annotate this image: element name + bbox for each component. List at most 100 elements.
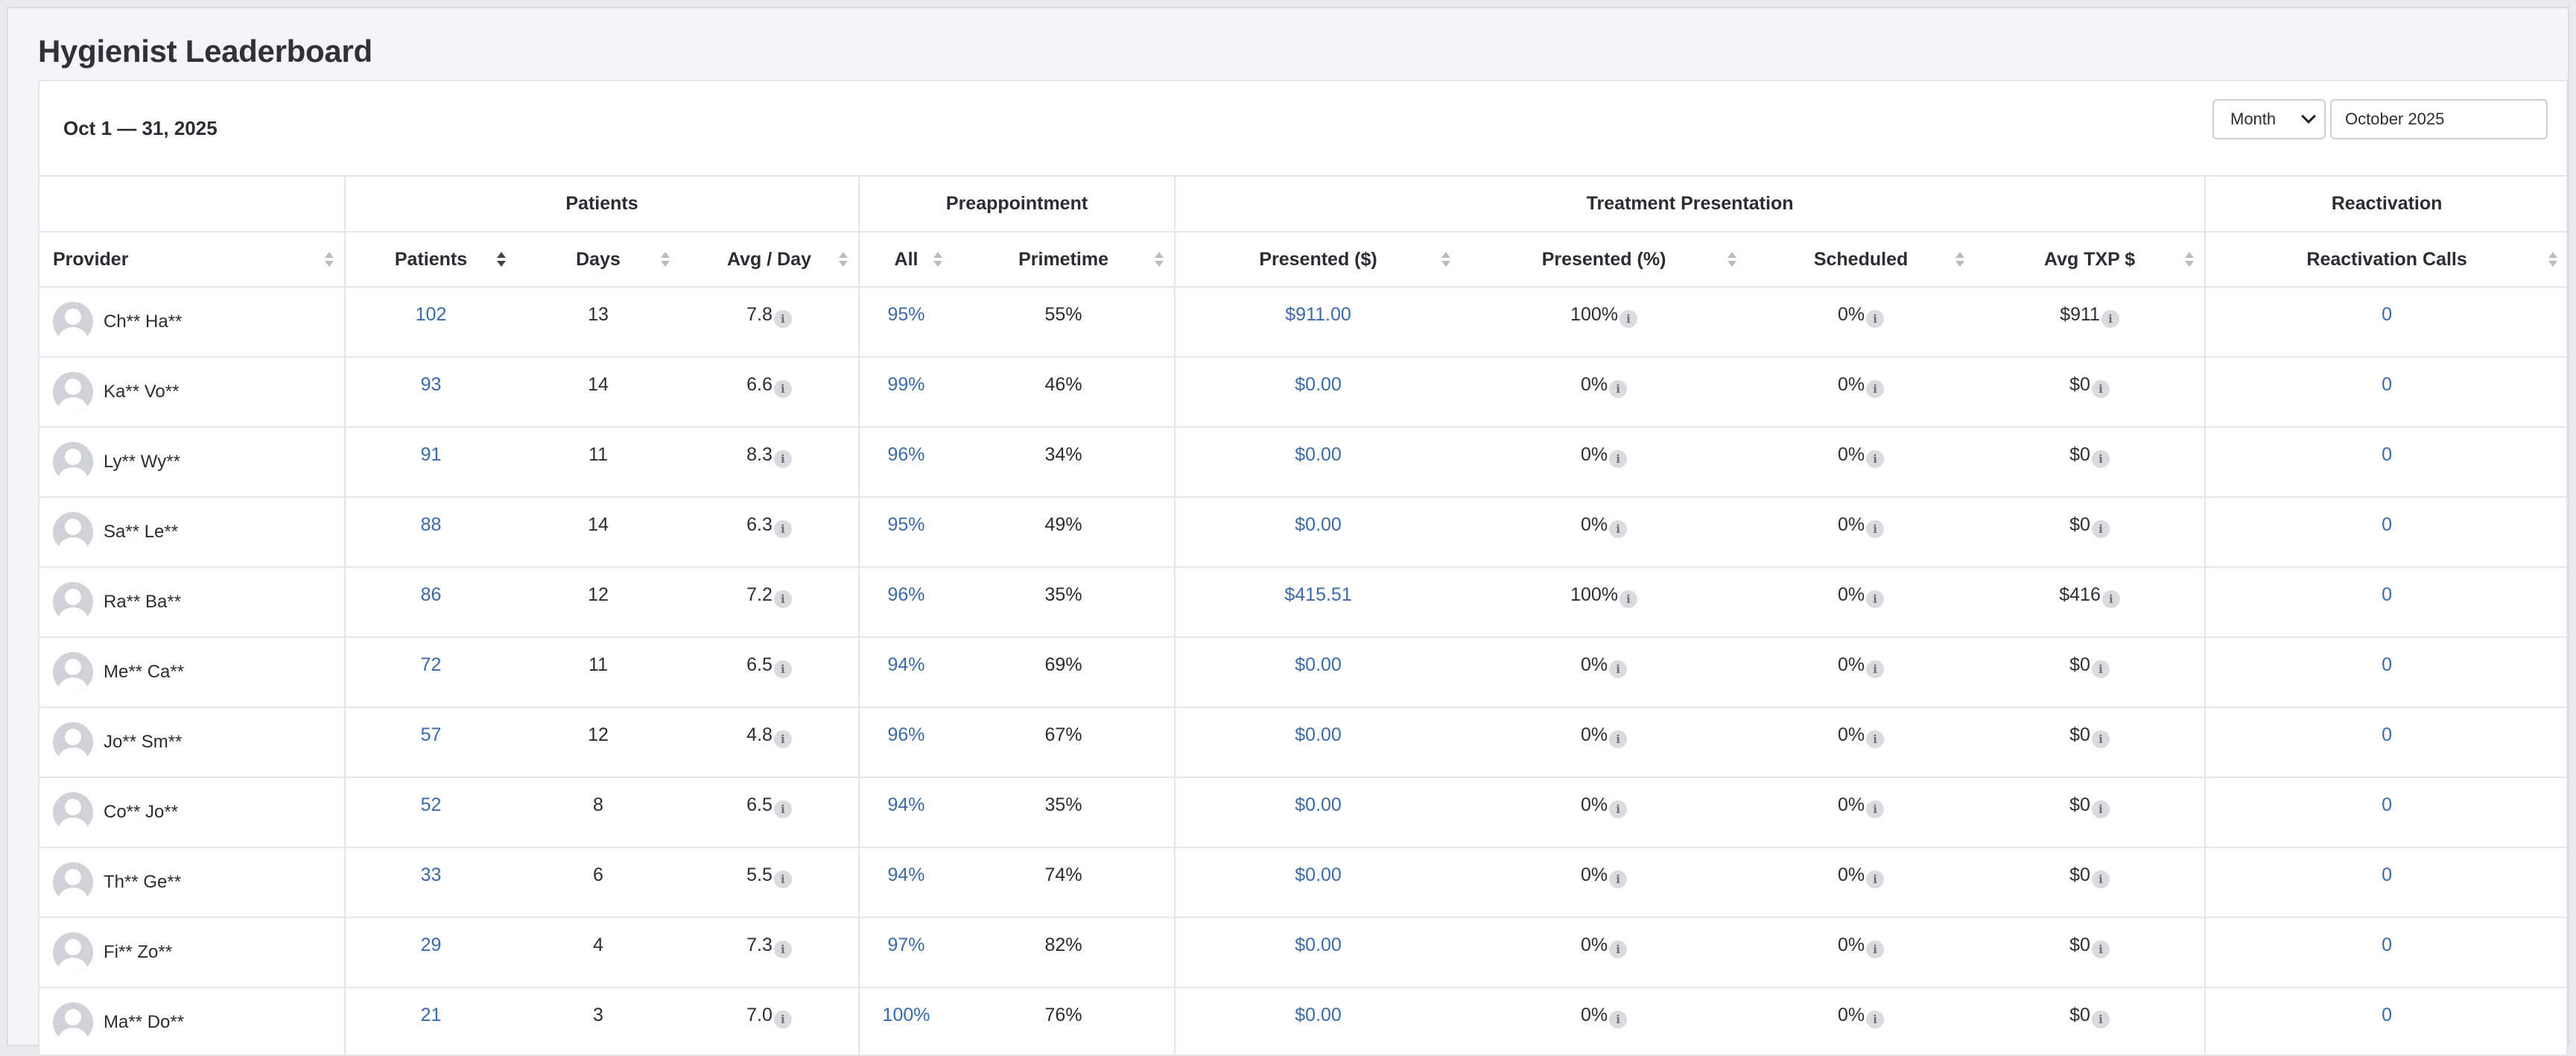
patients-link[interactable]: 72 <box>420 654 442 675</box>
patients-link[interactable]: 86 <box>420 584 442 605</box>
info-icon[interactable]: i <box>773 870 792 888</box>
preappt-all-link[interactable]: 96% <box>887 724 925 745</box>
info-icon[interactable]: i <box>2091 520 2110 538</box>
info-icon[interactable]: i <box>773 590 792 608</box>
info-icon[interactable]: i <box>2101 310 2119 328</box>
period-select[interactable]: Month <box>2212 99 2326 139</box>
preappt-all-link[interactable]: 94% <box>887 654 925 675</box>
info-icon[interactable]: i <box>773 940 792 958</box>
preappt-all-link[interactable]: 99% <box>887 374 925 395</box>
reactivation-calls-link[interactable]: 0 <box>2382 935 2393 955</box>
info-icon[interactable]: i <box>773 450 792 468</box>
presented-usd-link[interactable]: $0.00 <box>1295 794 1342 815</box>
reactivation-calls-link[interactable]: 0 <box>2382 1005 2393 1025</box>
info-icon[interactable]: i <box>1609 520 1628 538</box>
info-icon[interactable]: i <box>1609 730 1628 748</box>
info-icon[interactable]: i <box>1866 870 1885 888</box>
preappt-all-link[interactable]: 96% <box>887 444 925 465</box>
info-icon[interactable]: i <box>2091 450 2110 468</box>
preappt-all-link[interactable]: 94% <box>887 864 925 885</box>
reactivation-calls-link[interactable]: 0 <box>2382 444 2393 465</box>
info-icon[interactable]: i <box>1619 590 1638 608</box>
presented-usd-link[interactable]: $0.00 <box>1295 724 1342 745</box>
presented-usd-link[interactable]: $0.00 <box>1295 864 1342 885</box>
info-icon[interactable]: i <box>1609 450 1628 468</box>
info-icon[interactable]: i <box>1866 310 1885 328</box>
info-icon[interactable]: i <box>773 310 792 328</box>
preappt-all-link[interactable]: 95% <box>887 514 925 535</box>
presented-usd-link[interactable]: $0.00 <box>1295 374 1342 395</box>
patients-link[interactable]: 21 <box>420 1005 442 1025</box>
reactivation-calls-link[interactable]: 0 <box>2382 724 2393 745</box>
presented-usd-link[interactable]: $415.51 <box>1284 584 1352 605</box>
column-header-presented-usd[interactable]: Presented ($) <box>1175 232 1462 288</box>
presented-usd-link[interactable]: $911.00 <box>1285 304 1351 325</box>
reactivation-calls-link[interactable]: 0 <box>2382 794 2393 815</box>
info-icon[interactable]: i <box>773 1011 792 1028</box>
info-icon[interactable]: i <box>1866 590 1885 608</box>
info-icon[interactable]: i <box>1609 380 1628 398</box>
info-icon[interactable]: i <box>2091 730 2110 748</box>
column-header-provider[interactable]: Provider <box>39 232 346 288</box>
reactivation-calls-link[interactable]: 0 <box>2382 374 2393 395</box>
info-icon[interactable]: i <box>2091 800 2110 818</box>
info-icon[interactable]: i <box>2091 660 2110 678</box>
patients-link[interactable]: 57 <box>420 724 442 745</box>
presented-usd-link[interactable]: $0.00 <box>1295 1005 1342 1025</box>
info-icon[interactable]: i <box>2091 870 2110 888</box>
column-header-presented-pct[interactable]: Presented (%) <box>1461 232 1748 288</box>
column-header-avg-txp[interactable]: Avg TXP $ <box>1975 232 2207 288</box>
preappt-all-link[interactable]: 97% <box>887 935 925 955</box>
info-icon[interactable]: i <box>1609 940 1628 958</box>
info-icon[interactable]: i <box>1609 1011 1628 1028</box>
info-icon[interactable]: i <box>773 380 792 398</box>
column-header-reactivation-calls[interactable]: Reactivation Calls <box>2205 232 2566 288</box>
month-picker-input[interactable] <box>2330 99 2548 139</box>
column-header-scheduled[interactable]: Scheduled <box>1747 232 1976 288</box>
info-icon[interactable]: i <box>773 730 792 748</box>
column-header-primetime[interactable]: Primetime <box>953 232 1176 288</box>
info-icon[interactable]: i <box>1866 1011 1885 1028</box>
info-icon[interactable]: i <box>2101 590 2120 608</box>
reactivation-calls-link[interactable]: 0 <box>2382 584 2393 605</box>
reactivation-calls-link[interactable]: 0 <box>2382 654 2393 675</box>
info-icon[interactable]: i <box>773 520 792 538</box>
info-icon[interactable]: i <box>2091 940 2110 958</box>
info-icon[interactable]: i <box>1609 660 1628 678</box>
column-header-days[interactable]: Days <box>516 232 680 288</box>
patients-link[interactable]: 102 <box>415 304 447 325</box>
patients-link[interactable]: 33 <box>420 864 442 885</box>
preappt-all-link[interactable]: 100% <box>882 1005 930 1025</box>
info-icon[interactable]: i <box>1866 940 1885 958</box>
patients-link[interactable]: 88 <box>420 514 442 535</box>
presented-usd-link[interactable]: $0.00 <box>1295 514 1342 535</box>
info-icon[interactable]: i <box>1609 870 1628 888</box>
presented-usd-link[interactable]: $0.00 <box>1295 654 1342 675</box>
reactivation-calls-link[interactable]: 0 <box>2382 514 2393 535</box>
column-header-avg-day[interactable]: Avg / Day <box>680 232 860 288</box>
info-icon[interactable]: i <box>1866 800 1885 818</box>
reactivation-calls-link[interactable]: 0 <box>2382 864 2393 885</box>
patients-link[interactable]: 93 <box>420 374 442 395</box>
preappt-all-link[interactable]: 96% <box>887 584 925 605</box>
patients-link[interactable]: 91 <box>420 444 442 465</box>
info-icon[interactable]: i <box>773 660 792 678</box>
info-icon[interactable]: i <box>1866 450 1885 468</box>
info-icon[interactable]: i <box>2091 1011 2110 1028</box>
info-icon[interactable]: i <box>1609 800 1628 818</box>
patients-link[interactable]: 29 <box>420 935 442 955</box>
info-icon[interactable]: i <box>1866 380 1885 398</box>
preappt-all-link[interactable]: 94% <box>887 794 925 815</box>
presented-usd-link[interactable]: $0.00 <box>1295 444 1342 465</box>
column-header-all[interactable]: All <box>859 232 954 288</box>
info-icon[interactable]: i <box>1866 730 1885 748</box>
info-icon[interactable]: i <box>773 800 792 818</box>
info-icon[interactable]: i <box>1866 660 1885 678</box>
reactivation-calls-link[interactable]: 0 <box>2382 304 2393 325</box>
preappt-all-link[interactable]: 95% <box>887 304 925 325</box>
info-icon[interactable]: i <box>1866 520 1885 538</box>
patients-link[interactable]: 52 <box>420 794 442 815</box>
presented-usd-link[interactable]: $0.00 <box>1295 935 1342 955</box>
info-icon[interactable]: i <box>2091 380 2110 398</box>
info-icon[interactable]: i <box>1619 310 1638 328</box>
